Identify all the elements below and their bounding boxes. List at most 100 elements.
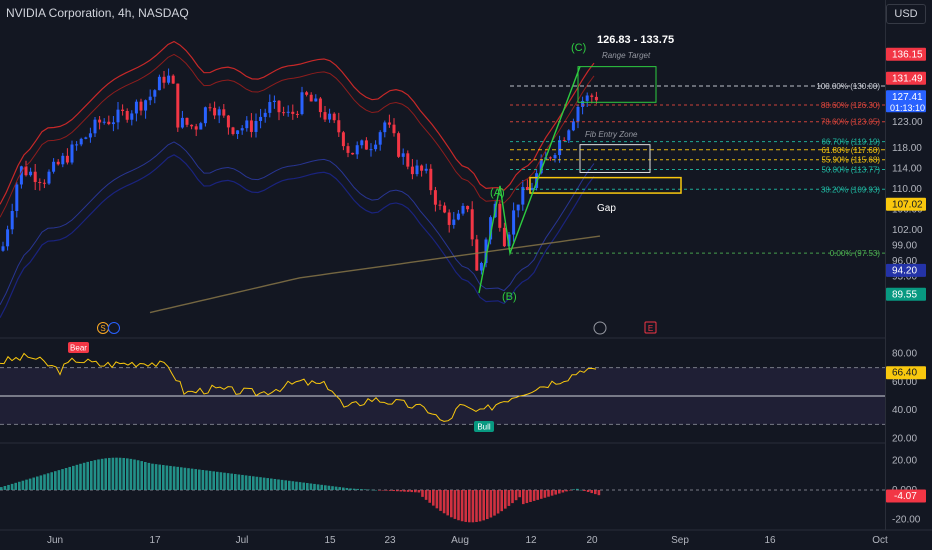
dividend-icon-letter: S [100, 324, 105, 333]
currency-button[interactable]: USD [886, 4, 926, 24]
candle-body [75, 144, 79, 146]
macd-bar [583, 490, 586, 491]
candle [420, 164, 424, 177]
split-icon [108, 322, 120, 334]
candle-body [571, 121, 575, 131]
candle-body [369, 149, 373, 151]
fib-level-label: 38.20% (109.93) [821, 185, 880, 194]
candle-body [447, 212, 451, 225]
macd-bar [536, 490, 539, 500]
macd-bar [594, 490, 597, 495]
fib-level-label: 0.00% (97.53) [830, 249, 881, 258]
candle-body [328, 113, 332, 120]
macd-bar [547, 490, 550, 497]
macd-bar [46, 473, 50, 490]
candle [75, 141, 79, 151]
candle [282, 106, 286, 116]
macd-bar [493, 490, 496, 516]
candle [295, 110, 299, 118]
macd-bar [28, 478, 32, 490]
lower-inner-band-line [0, 141, 595, 306]
macd-bar [291, 481, 295, 490]
candle [226, 114, 230, 135]
macd-bar [442, 490, 446, 514]
candle [328, 108, 332, 123]
macd-bar [255, 476, 259, 490]
time-axis-label: Sep [671, 535, 689, 546]
macd-bar [478, 490, 482, 522]
candle-body [236, 130, 240, 135]
macd-bar [403, 490, 406, 492]
candle-body [521, 186, 525, 205]
macd-bar [576, 488, 579, 490]
candle [433, 186, 437, 212]
macd-bar [151, 463, 154, 490]
macd-bar [252, 476, 255, 490]
candle-body [194, 126, 198, 130]
candle [346, 142, 350, 158]
candle [567, 129, 571, 144]
macd-bar [525, 490, 529, 504]
earnings-icon-letter: E [648, 324, 653, 333]
macd-bar [108, 457, 111, 490]
fib-level-label: 55.90% (115.68) [821, 156, 880, 165]
fib-level-label: 66.70% (119.19) [821, 138, 880, 147]
candle [397, 131, 401, 158]
macd-bar [302, 482, 305, 490]
symbol-title[interactable]: NVIDIA Corporation, 4h, NASDAQ [6, 6, 189, 20]
candle [162, 70, 166, 89]
candle-body [314, 98, 318, 102]
candle [144, 99, 148, 119]
macd-bar [453, 490, 457, 519]
candle-body [346, 146, 350, 153]
macd-bar [532, 490, 536, 501]
candle-body [254, 120, 258, 132]
candle-body [300, 92, 304, 115]
macd-bar [176, 466, 179, 490]
rsi-axis-tick: 80.00 [892, 348, 917, 359]
candle [268, 94, 272, 118]
macd-bar [298, 482, 302, 490]
candle-body [415, 165, 419, 175]
candle-body [249, 120, 253, 132]
candle [443, 202, 447, 214]
time-axis-label: Oct [872, 535, 888, 546]
candle [318, 96, 322, 118]
price-badge [886, 263, 926, 277]
candle-body [61, 155, 65, 165]
macd-bar [208, 470, 212, 490]
candle-body [70, 144, 74, 163]
candle [125, 108, 129, 123]
macd-bar [486, 490, 489, 520]
macd-bar [133, 459, 136, 490]
price-axis-tick: 110.00 [892, 184, 922, 195]
candle [56, 159, 60, 166]
candle [466, 205, 470, 213]
candle [387, 114, 391, 128]
candle [470, 201, 474, 247]
candle-body [217, 109, 221, 116]
macd-bar [234, 474, 237, 490]
macd-bar [511, 490, 514, 504]
candle-body [383, 122, 387, 133]
macd-bar [399, 490, 403, 492]
candle-body [176, 83, 180, 128]
time-axis-label: 23 [384, 535, 396, 546]
macd-bar [342, 487, 345, 490]
candle [84, 136, 88, 140]
time-axis-label: 20 [586, 535, 598, 546]
price-badge-label: 107.02 [892, 199, 923, 210]
macd-bar [61, 469, 64, 490]
macd-bar [406, 490, 410, 492]
candle [249, 113, 253, 138]
candle [167, 68, 171, 85]
candle-body [581, 100, 585, 107]
candle-body [461, 205, 465, 214]
rsi-line [0, 352, 597, 422]
macd-bar [417, 490, 421, 493]
macd-bar [568, 490, 572, 491]
macd-bar [18, 481, 21, 490]
macd-bar [565, 490, 568, 492]
candle-body [208, 107, 212, 109]
